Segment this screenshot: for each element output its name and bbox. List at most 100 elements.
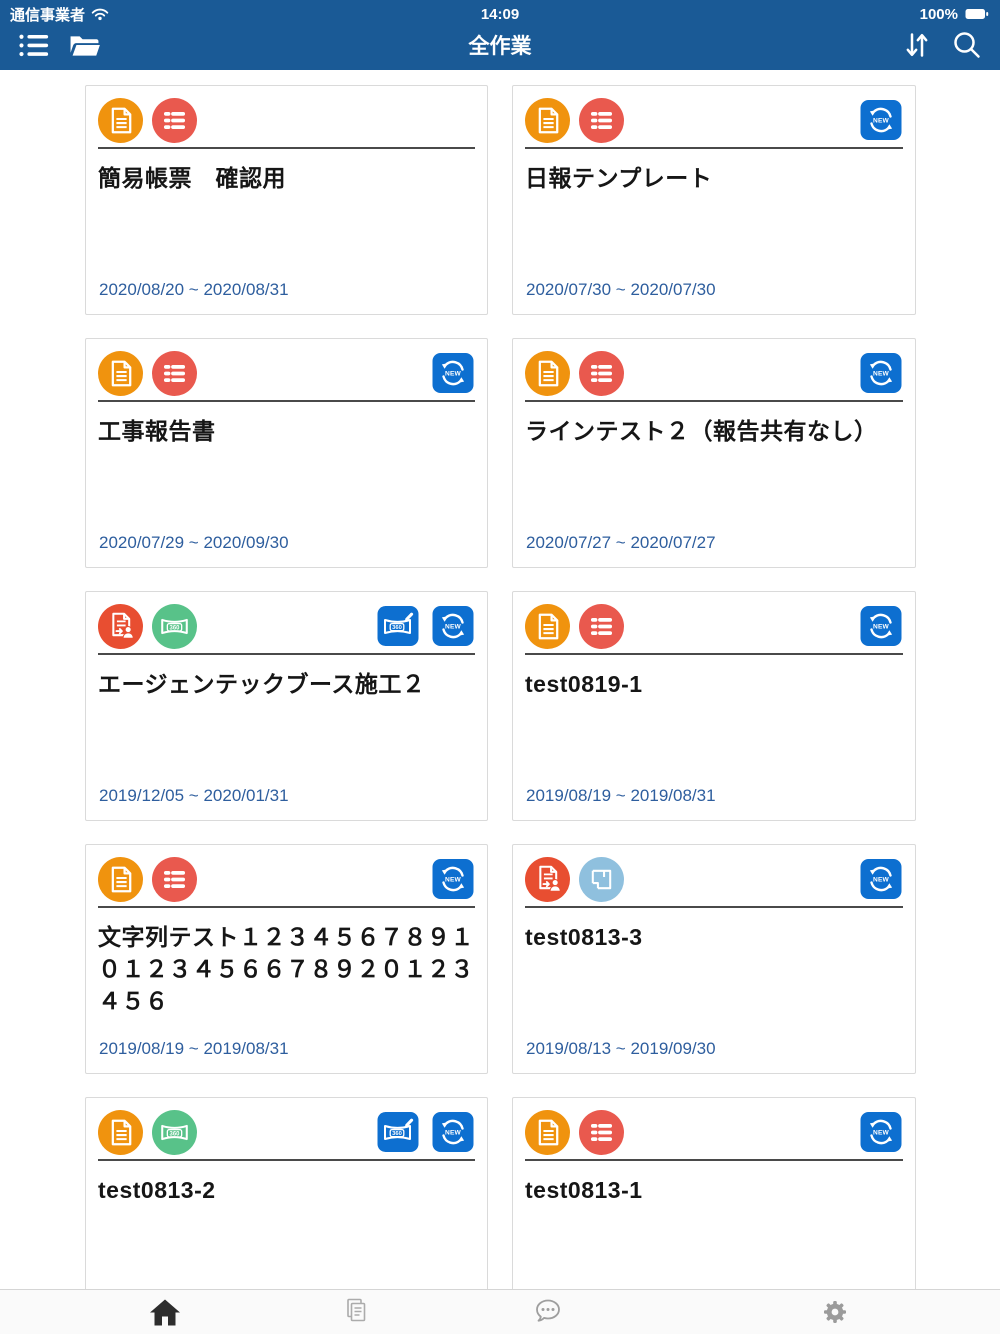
folder-open-icon [70, 35, 100, 56]
home-icon [150, 1299, 180, 1326]
card-badges [365, 1110, 475, 1154]
card-separator [98, 1159, 475, 1161]
header: 通信事業者 14:09 100% 全作業 [0, 0, 1000, 70]
card-date-range: 2019/12/05 ~ 2020/01/31 [99, 786, 289, 805]
card-date-range: 2020/07/27 ~ 2020/07/27 [526, 533, 716, 552]
work-card[interactable]: test0819-1 2019/08/19 ~ 2019/08/31 [512, 591, 916, 821]
card-badges [420, 857, 475, 901]
tab-chat[interactable] [527, 1294, 569, 1330]
new-sync-icon [431, 604, 475, 648]
document-orange-icon [98, 857, 143, 902]
card-date-range: 2019/08/13 ~ 2019/09/30 [526, 1039, 716, 1058]
search-button[interactable] [952, 30, 982, 60]
card-icons [525, 857, 633, 902]
battery-percent: 100% [919, 5, 958, 23]
card-icons [525, 351, 633, 396]
status-bar: 通信事業者 14:09 100% [0, 0, 1000, 26]
report-share-red-icon [98, 604, 143, 649]
checklist-red-icon [579, 351, 624, 396]
checklist-red-icon [579, 98, 624, 143]
new-sync-icon [859, 1110, 903, 1154]
card-separator [98, 653, 475, 655]
360-edit-icon [376, 1110, 420, 1154]
360-edit-icon [376, 604, 420, 648]
battery-icon [965, 9, 989, 19]
card-separator [525, 400, 903, 402]
card-title: 工事報告書 [98, 418, 216, 444]
card-icons [98, 857, 206, 902]
tab-reports[interactable] [335, 1294, 377, 1330]
work-card[interactable]: 簡易帳票 確認用 2020/08/20 ~ 2020/08/31 [85, 85, 488, 315]
card-icons [525, 604, 633, 649]
page-title: 全作業 [468, 35, 532, 58]
pano-360-green-icon [152, 1110, 197, 1155]
work-card[interactable]: 日報テンプレート 2020/07/30 ~ 2020/07/30 [512, 85, 916, 315]
work-card[interactable]: エージェンテックブース施工２ 2019/12/05 ~ 2020/01/31 [85, 591, 488, 821]
card-title: test0813-3 [525, 924, 643, 950]
new-sync-icon [431, 351, 475, 395]
card-separator [525, 1159, 903, 1161]
card-badges [848, 351, 903, 395]
work-card[interactable]: 文字列テスト１２３４５６７８９１０１２３４５６６７８９２０１２３４５６ 2019… [85, 844, 488, 1074]
card-icons [98, 604, 206, 649]
card-badges [365, 604, 475, 648]
card-grid: 簡易帳票 確認用 2020/08/20 ~ 2020/08/31 日報テンプレー… [85, 85, 916, 1327]
card-title: 簡易帳票 確認用 [98, 165, 286, 191]
new-sync-icon [859, 98, 903, 142]
card-separator [98, 906, 475, 908]
new-sync-icon [859, 857, 903, 901]
document-orange-icon [98, 351, 143, 396]
search-icon [954, 32, 980, 58]
card-icons [525, 98, 633, 143]
checklist-red-icon [152, 351, 197, 396]
clock: 14:09 [480, 5, 520, 23]
card-date-range: 2020/07/30 ~ 2020/07/30 [526, 280, 716, 299]
card-badges [848, 857, 903, 901]
document-orange-icon [98, 98, 143, 143]
bullet-list-icon [19, 34, 49, 56]
card-title: test0819-1 [525, 671, 643, 697]
card-separator [525, 906, 903, 908]
wifi-icon [91, 8, 109, 21]
work-card[interactable]: ラインテスト２（報告共有なし） 2020/07/27 ~ 2020/07/27 [512, 338, 916, 568]
tab-settings[interactable] [814, 1294, 856, 1330]
card-separator [98, 400, 475, 402]
new-sync-icon [859, 604, 903, 648]
gear-icon [824, 1301, 846, 1323]
work-card[interactable]: test0813-1 [512, 1097, 916, 1327]
sort-arrows-icon [906, 33, 928, 57]
carrier-label: 通信事業者 [10, 6, 86, 24]
document-orange-icon [98, 1110, 143, 1155]
chat-bubble-icon [536, 1299, 560, 1322]
checklist-red-icon [579, 604, 624, 649]
new-sync-icon [431, 1110, 475, 1154]
tab-home[interactable] [144, 1294, 186, 1330]
checklist-red-icon [152, 98, 197, 143]
card-title: 文字列テスト１２３４５６７８９１０１２３４５６６７８９２０１２３４５６ [98, 924, 474, 1015]
card-date-range: 2020/07/29 ~ 2020/09/30 [99, 533, 289, 552]
card-badges [848, 98, 903, 142]
card-title: test0813-2 [98, 1177, 216, 1203]
document-orange-icon [525, 351, 570, 396]
sort-button[interactable] [902, 30, 932, 60]
folder-button[interactable] [68, 33, 101, 58]
card-title: 日報テンプレート [525, 165, 713, 191]
card-badges [848, 604, 903, 648]
new-sync-icon [431, 857, 475, 901]
card-date-range: 2020/08/20 ~ 2020/08/31 [99, 280, 289, 299]
work-card[interactable]: test0813-3 2019/08/13 ~ 2019/09/30 [512, 844, 916, 1074]
pano-360-green-icon [152, 604, 197, 649]
card-icons [98, 98, 206, 143]
checklist-red-icon [152, 857, 197, 902]
document-orange-icon [525, 1110, 570, 1155]
card-title: ラインテスト２（報告共有なし） [525, 418, 878, 444]
work-card[interactable]: 工事報告書 2020/07/29 ~ 2020/09/30 [85, 338, 488, 568]
drawing-blue-icon [579, 857, 624, 902]
checklist-red-icon [579, 1110, 624, 1155]
task-list-button[interactable] [18, 33, 50, 58]
card-icons [525, 1110, 633, 1155]
card-date-range: 2019/08/19 ~ 2019/08/31 [99, 1039, 289, 1058]
card-icons [98, 351, 206, 396]
new-sync-icon [859, 351, 903, 395]
card-separator [525, 653, 903, 655]
